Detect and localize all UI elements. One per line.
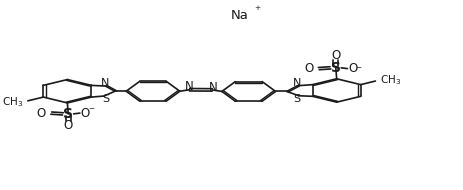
Text: CH$_3$: CH$_3$ xyxy=(2,95,23,109)
Text: S: S xyxy=(293,94,300,104)
Text: S: S xyxy=(330,61,340,75)
Text: O: O xyxy=(81,107,90,120)
Text: Na: Na xyxy=(230,9,248,22)
Text: N: N xyxy=(208,81,217,94)
Text: $^{-}$: $^{-}$ xyxy=(88,106,95,116)
Text: S: S xyxy=(102,94,109,104)
Text: O: O xyxy=(63,119,73,132)
Text: N: N xyxy=(101,78,109,88)
Text: N: N xyxy=(184,80,193,93)
Text: CH$_3$: CH$_3$ xyxy=(379,73,400,87)
Text: O: O xyxy=(347,62,357,75)
Text: N: N xyxy=(292,78,300,88)
Text: $^{+}$: $^{+}$ xyxy=(253,6,261,16)
Text: S: S xyxy=(63,107,73,121)
Text: O: O xyxy=(331,49,340,63)
Text: O: O xyxy=(36,107,45,120)
Text: $^{-}$: $^{-}$ xyxy=(355,66,362,75)
Text: O: O xyxy=(303,62,313,75)
